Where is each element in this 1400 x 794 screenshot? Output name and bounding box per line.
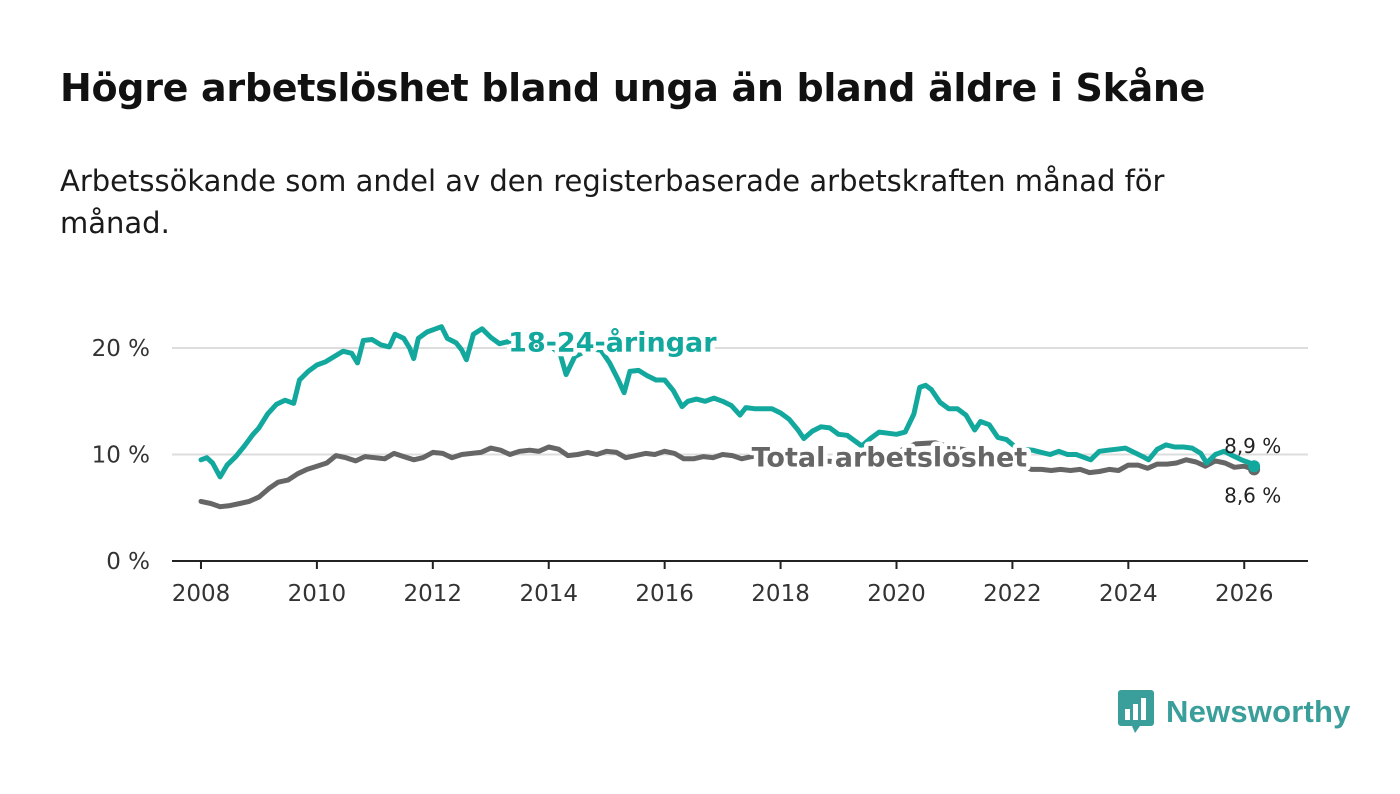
end-value-label-total: 8,6 %	[1224, 483, 1281, 507]
x-tick-label: 2026	[1215, 581, 1274, 607]
x-tick-label: 2010	[288, 581, 347, 607]
y-tick-label: 20 %	[92, 336, 150, 362]
youth-unemployment-line	[198, 324, 1257, 480]
y-tick-label: 0 %	[106, 549, 150, 575]
series-end-marker	[1248, 460, 1261, 473]
end-value-label-youth: 8,9 %	[1224, 434, 1281, 458]
chart-title: Högre arbetslöshet bland unga än bland ä…	[60, 66, 1206, 110]
x-tick-label: 2008	[172, 581, 231, 607]
axes: 0 % 10 % 20 % 2008 2010 2012 2014 2016 2018 2020 2…	[92, 336, 1308, 607]
gridlines	[172, 347, 1308, 456]
x-tick-label: 2024	[1099, 581, 1158, 607]
x-tick-label: 2018	[751, 581, 810, 607]
y-tick-label: 10 %	[92, 443, 150, 469]
newsworthy-logo: Newsworthy	[1118, 690, 1351, 734]
series-labels: Total arbetslöshet 18-24-åringar 8,9 % 8,6 …	[504, 322, 1282, 507]
x-tick-label: 2014	[519, 581, 578, 607]
chart-subtitle: Arbetssökande som andel av den registerb…	[60, 164, 1165, 240]
bar-chart-speech-bubble-icon	[1118, 690, 1154, 733]
x-tick-label: 2012	[404, 581, 463, 607]
x-tick-label: 2020	[867, 581, 926, 607]
series-label-total: Total arbetslöshet	[752, 443, 1028, 474]
total-unemployment-line	[198, 440, 1257, 510]
x-tick-label: 2016	[635, 581, 694, 607]
brand-name: Newsworthy	[1166, 694, 1351, 729]
series-label-youth: 18-24-åringar	[508, 327, 717, 359]
x-tick-label: 2022	[983, 581, 1042, 607]
series-lines	[198, 324, 1261, 510]
